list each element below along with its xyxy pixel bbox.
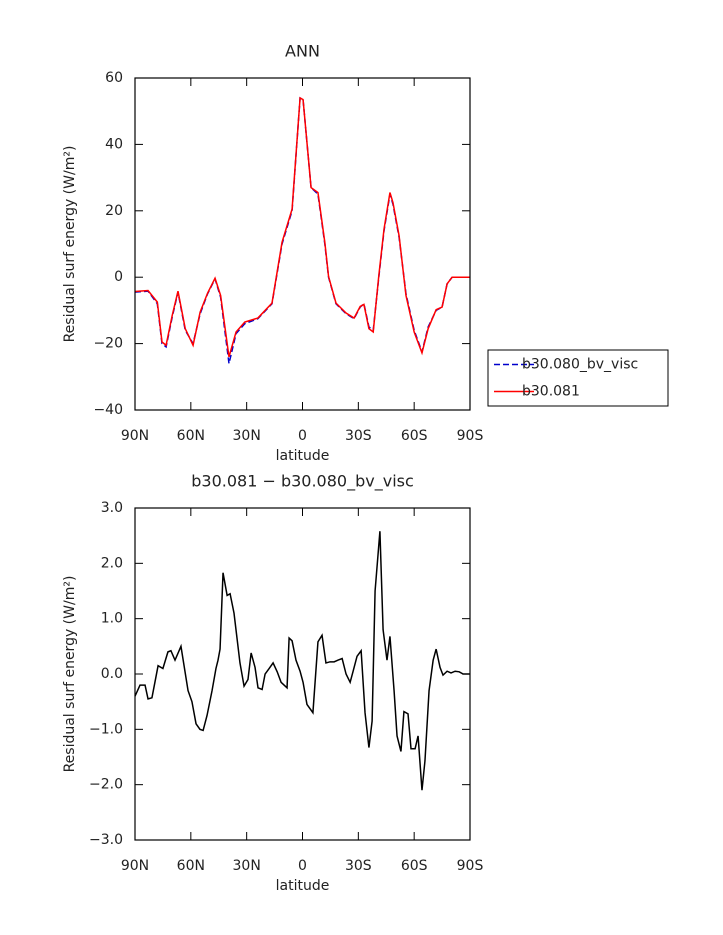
x-tick-label: 30S (345, 428, 372, 444)
y-tick-label: −1.0 (89, 721, 123, 737)
x-tick-label: 90S (457, 858, 484, 874)
y-tick-label: 40 (105, 136, 123, 152)
plot-frame (134, 77, 471, 411)
x-tick-label: 60S (401, 428, 428, 444)
y-tick-label: −2.0 (89, 777, 123, 793)
x-tick-label: 90N (121, 428, 149, 444)
series-line (134, 531, 470, 791)
plot-frame (134, 507, 471, 841)
y-tick-label: 0.0 (101, 666, 123, 682)
x-axis-label: latitude (276, 448, 330, 464)
x-tick-label: 30N (233, 858, 261, 874)
x-tick-label: 90N (121, 858, 149, 874)
x-tick-label: 90S (457, 428, 484, 444)
series-line (134, 96, 470, 358)
y-tick-label: −20 (93, 336, 123, 352)
y-tick-label: −3.0 (89, 832, 123, 848)
x-tick-label: 30S (345, 858, 372, 874)
x-tick-label: 30N (233, 428, 261, 444)
y-tick-label: 1.0 (101, 611, 123, 627)
x-tick-label: 0 (298, 858, 307, 874)
x-tick-label: 60S (401, 858, 428, 874)
legend-label: b30.080_bv_visc (522, 357, 638, 373)
y-tick-label: 20 (105, 203, 123, 219)
y-tick-label: 0 (114, 269, 123, 285)
y-axis-label: Residual surf energy (W/m²) (62, 576, 78, 773)
y-tick-label: −40 (93, 402, 123, 418)
y-tick-label: 2.0 (101, 555, 123, 571)
chart-title: ANN (285, 42, 320, 61)
y-tick-label: 60 (105, 70, 123, 86)
legend-box (487, 349, 669, 407)
y-axis-label: Residual surf energy (W/m²) (62, 146, 78, 343)
x-axis-label: latitude (276, 878, 330, 894)
x-tick-label: 60N (177, 428, 205, 444)
legend-label: b30.081 (522, 384, 580, 400)
y-tick-label: 3.0 (101, 500, 123, 516)
x-tick-label: 60N (177, 858, 205, 874)
x-tick-label: 0 (298, 428, 307, 444)
chart-title: b30.081 − b30.080_bv_visc (191, 472, 414, 492)
series-line (134, 96, 470, 364)
